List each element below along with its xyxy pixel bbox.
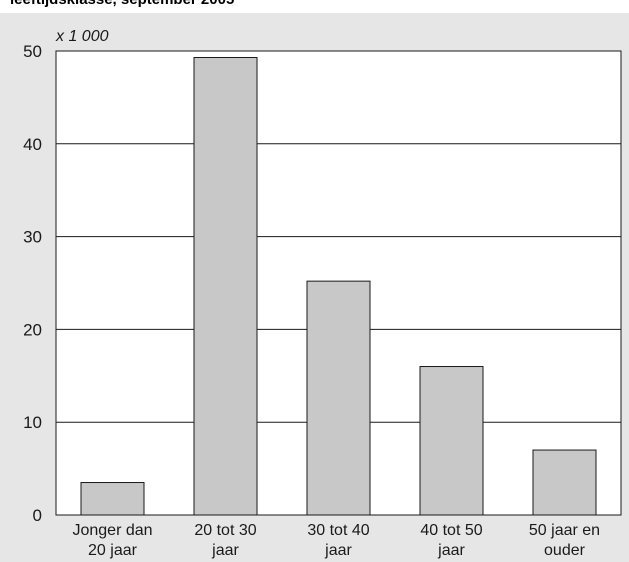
y-tick-label: 40 (23, 135, 42, 154)
x-tick-label-line: 30 tot 40 (307, 522, 369, 539)
y-tick-label: 0 (33, 506, 42, 525)
x-tick-label: 40 tot 50 jaar (420, 522, 482, 559)
x-tick-label-line: jaar (437, 542, 465, 559)
bar (306, 280, 371, 516)
bar (193, 56, 258, 516)
bar (80, 482, 145, 516)
x-tick-label: 30 tot 40 jaar (307, 522, 369, 559)
x-tick-label-line: jaar (211, 542, 239, 559)
bar (532, 449, 597, 516)
x-tick-label-line: 40 tot 50 (420, 522, 482, 539)
y-tick-label: 50 (23, 42, 42, 61)
x-tick-label: 50 jaar en ouder (529, 522, 600, 559)
chart-title-fragment: leeftijdsklasse, september 2005 (10, 0, 234, 8)
x-tick-label-line: jaar (324, 542, 352, 559)
x-tick-label-line: 20 jaar (88, 542, 138, 559)
x-tick-label: 20 tot 30 jaar (194, 522, 256, 559)
y-tick-label: 10 (23, 413, 42, 432)
x-tick-label-line: Jonger dan (72, 522, 152, 539)
x-tick-label-line: 20 tot 30 (194, 522, 256, 539)
x-tick-label: Jonger dan 20 jaar (72, 522, 152, 559)
y-unit-label: x 1 000 (55, 28, 109, 45)
x-tick-label-line: ouder (544, 542, 586, 559)
y-tick-label: 30 (23, 228, 42, 247)
x-tick-label-line: 50 jaar en (529, 522, 600, 539)
bar (419, 366, 484, 516)
y-tick-label: 20 (23, 320, 42, 339)
